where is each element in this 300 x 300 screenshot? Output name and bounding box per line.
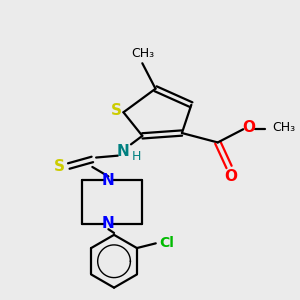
Text: S: S <box>110 103 122 118</box>
Text: O: O <box>242 120 255 135</box>
Text: CH₃: CH₃ <box>131 47 154 60</box>
Text: H: H <box>132 150 141 163</box>
Text: N: N <box>102 173 115 188</box>
Text: N: N <box>102 216 115 231</box>
Text: CH₃: CH₃ <box>272 121 296 134</box>
Text: N: N <box>117 144 130 159</box>
Text: O: O <box>224 169 237 184</box>
Text: Cl: Cl <box>160 236 175 250</box>
Text: S: S <box>54 158 65 173</box>
